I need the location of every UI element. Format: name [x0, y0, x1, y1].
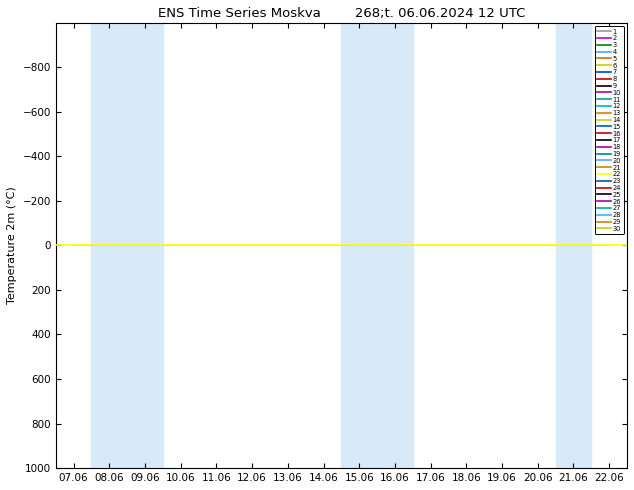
Legend: 1, 2, 3, 4, 5, 6, 7, 8, 9, 10, 11, 12, 13, 14, 15, 16, 17, 18, 19, 20, 21, 22, 2: 1, 2, 3, 4, 5, 6, 7, 8, 9, 10, 11, 12, 1…	[595, 26, 624, 234]
Bar	[341, 23, 413, 468]
Y-axis label: Temperature 2m (°C): Temperature 2m (°C)	[7, 187, 17, 304]
Title: ENS Time Series Moskva        268;t. 06.06.2024 12 UTC: ENS Time Series Moskva 268;t. 06.06.2024…	[158, 7, 525, 20]
Bar	[555, 23, 592, 468]
Bar	[91, 23, 163, 468]
